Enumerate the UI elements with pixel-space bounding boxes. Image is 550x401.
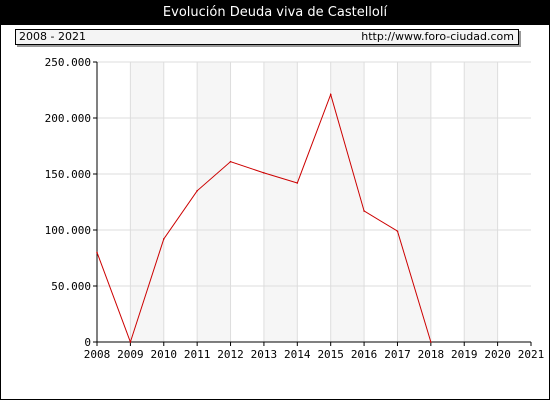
x-tick-label: 2017 <box>384 348 411 361</box>
data-point <box>263 172 265 174</box>
x-tick-label: 2015 <box>317 348 344 361</box>
data-point <box>329 93 332 96</box>
x-tick-label: 2013 <box>251 348 278 361</box>
x-tick-label: 2019 <box>451 348 478 361</box>
data-point <box>129 341 132 343</box>
year-range-label: 2008 - 2021 <box>19 30 86 43</box>
x-tick-label: 2020 <box>484 348 511 361</box>
y-tick-label: 200.000 <box>45 112 91 125</box>
data-point <box>196 190 198 192</box>
x-tick-label: 2018 <box>418 348 445 361</box>
y-tick-label: 150.000 <box>45 168 91 181</box>
data-point <box>96 251 98 254</box>
data-point <box>296 182 299 184</box>
x-tick-label: 2009 <box>117 348 144 361</box>
data-point <box>162 238 165 240</box>
grid-band <box>397 62 431 342</box>
x-tick-label: 2016 <box>351 348 378 361</box>
grid-band <box>263 62 298 342</box>
y-tick-label: 0 <box>84 336 91 349</box>
data-point <box>229 160 232 163</box>
y-tick-label: 250.000 <box>45 56 91 69</box>
data-point <box>363 210 365 212</box>
data-point <box>430 341 432 343</box>
grid-band <box>330 62 365 342</box>
x-tick-label: 2021 <box>518 348 545 361</box>
info-bar: 2008 - 2021 http://www.foro-ciudad.com <box>15 29 519 45</box>
grid-band <box>464 62 498 342</box>
plot-area <box>97 62 531 342</box>
grid-band <box>130 62 164 342</box>
x-tick-label: 2012 <box>217 348 244 361</box>
x-tick-label: 2010 <box>151 348 178 361</box>
grid-band <box>197 62 231 342</box>
y-tick-label: 100.000 <box>45 224 91 237</box>
x-tick-label: 2014 <box>284 348 311 361</box>
source-url-label: http://www.foro-ciudad.com <box>361 30 514 43</box>
x-tick-label: 2008 <box>84 348 111 361</box>
data-point <box>396 230 399 232</box>
chart-title: Evolución Deuda viva de Castellolí <box>1 1 549 25</box>
x-tick-label: 2011 <box>184 348 211 361</box>
y-tick-label: 50.000 <box>51 280 91 293</box>
